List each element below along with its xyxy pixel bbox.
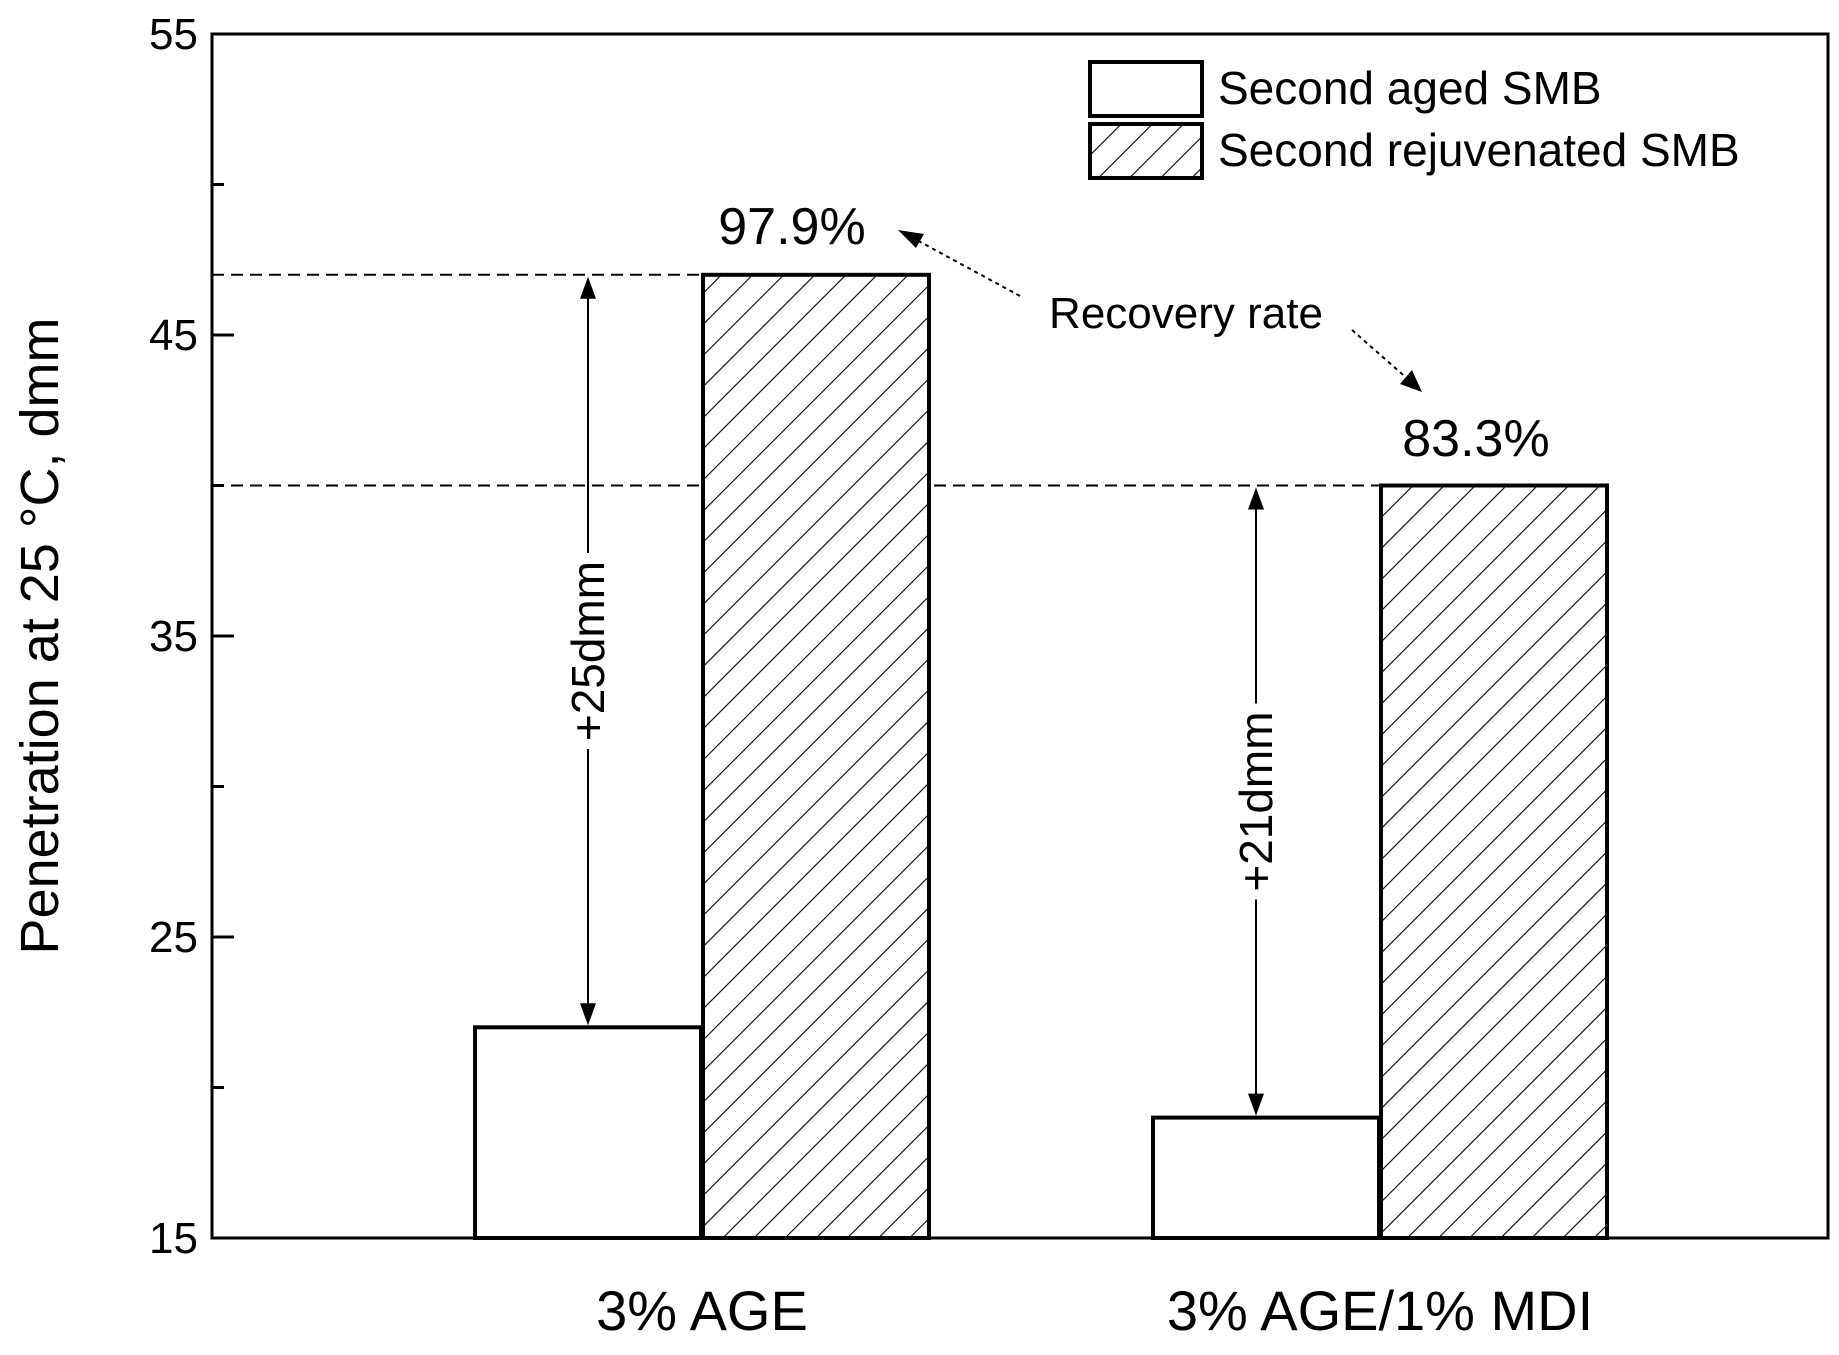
recovery-arrowhead-left <box>898 230 924 248</box>
x-category-label: 3% AGE/1% MDI <box>1167 1279 1593 1342</box>
legend: Second aged SMB Second rejuvenated SMB <box>1088 60 1740 180</box>
y-tick-label: 25 <box>149 913 198 962</box>
diff-arrowhead-down <box>580 1003 596 1026</box>
legend-swatch-rejuvenated <box>1088 122 1204 180</box>
recovery-rate-label-age: 97.9% <box>718 198 865 256</box>
recovery-arrow-left <box>901 231 1021 297</box>
reference-lines <box>212 273 1381 487</box>
recovery-rate-text: Recovery rate <box>1049 289 1323 338</box>
x-axis-category-labels: 3% AGE 3% AGE/1% MDI <box>596 1279 1593 1342</box>
recovery-rate-label-age-mdi: 83.3% <box>1402 410 1549 468</box>
diff-arrowhead-up <box>1248 487 1264 510</box>
bar-aged-1 <box>1151 1115 1381 1240</box>
bar-rejuvenated-1 <box>1379 483 1609 1240</box>
y-tick-label: 35 <box>149 612 198 661</box>
legend-label-rejuvenated: Second rejuvenated SMB <box>1218 124 1740 176</box>
bars-group <box>473 272 1609 1241</box>
difference-arrows: +25dmm +21dmm <box>562 276 1282 1116</box>
y-axis-title: Penetration at 25 °C, dmm <box>10 318 70 955</box>
y-tick-label: 45 <box>149 311 198 360</box>
recovery-rate-annotation: 97.9% 83.3% Recovery rate <box>718 198 1549 468</box>
recovery-arrowhead-right <box>1400 370 1422 392</box>
bar-aged-0 <box>473 1025 703 1241</box>
difference-label: +21dmm <box>1230 711 1282 891</box>
y-tick-label: 15 <box>149 1214 198 1263</box>
y-tick-label: 55 <box>149 10 198 59</box>
difference-label: +25dmm <box>562 561 614 741</box>
y-axis-ticks: 15 25 35 45 55 <box>149 10 234 1263</box>
bar-rejuvenated-0 <box>701 272 931 1240</box>
x-category-label: 3% AGE <box>596 1279 808 1342</box>
legend-swatch-aged <box>1088 60 1204 118</box>
diff-arrowhead-up <box>580 276 596 299</box>
legend-label-aged: Second aged SMB <box>1218 62 1602 114</box>
diff-arrowhead-down <box>1248 1093 1264 1116</box>
